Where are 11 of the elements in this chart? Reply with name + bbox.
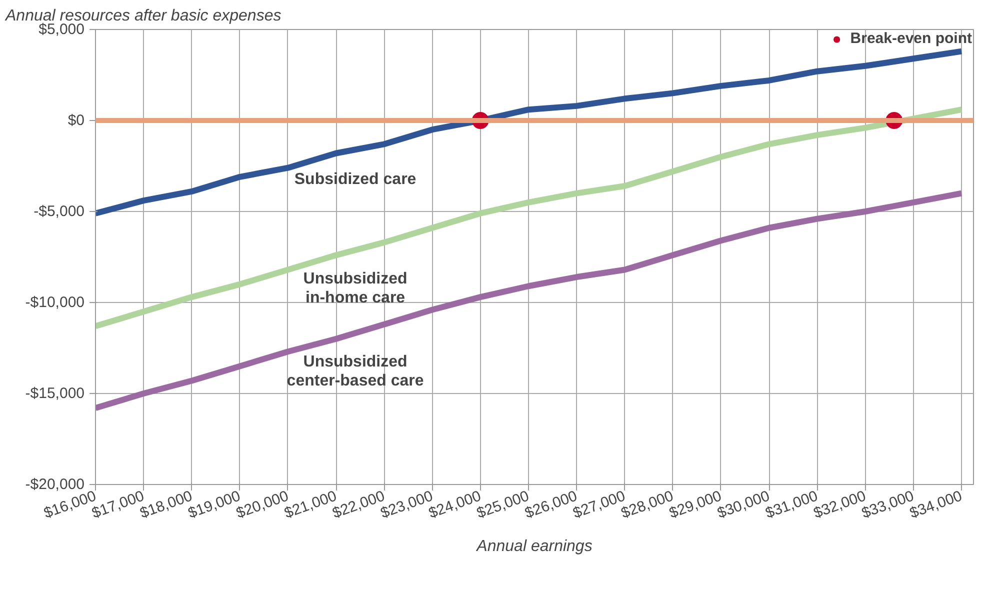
legend-label: Break-even point — [850, 30, 972, 47]
y-tick-label: -$15,000 — [25, 385, 84, 402]
annotation: Subsidized care — [294, 171, 416, 188]
y-tick-label: $0 — [68, 112, 85, 129]
annotation: Unsubsidized in-home care — [303, 270, 408, 307]
y-tick-label: -$20,000 — [25, 476, 84, 493]
y-tick-label: -$10,000 — [25, 294, 84, 311]
y-tick-label: -$5,000 — [34, 203, 84, 220]
annotation: Unsubsidized center-based care — [286, 354, 424, 390]
y-tick-label: $5,000 — [38, 21, 85, 38]
x-axis-title: Annual earnings — [476, 538, 592, 556]
